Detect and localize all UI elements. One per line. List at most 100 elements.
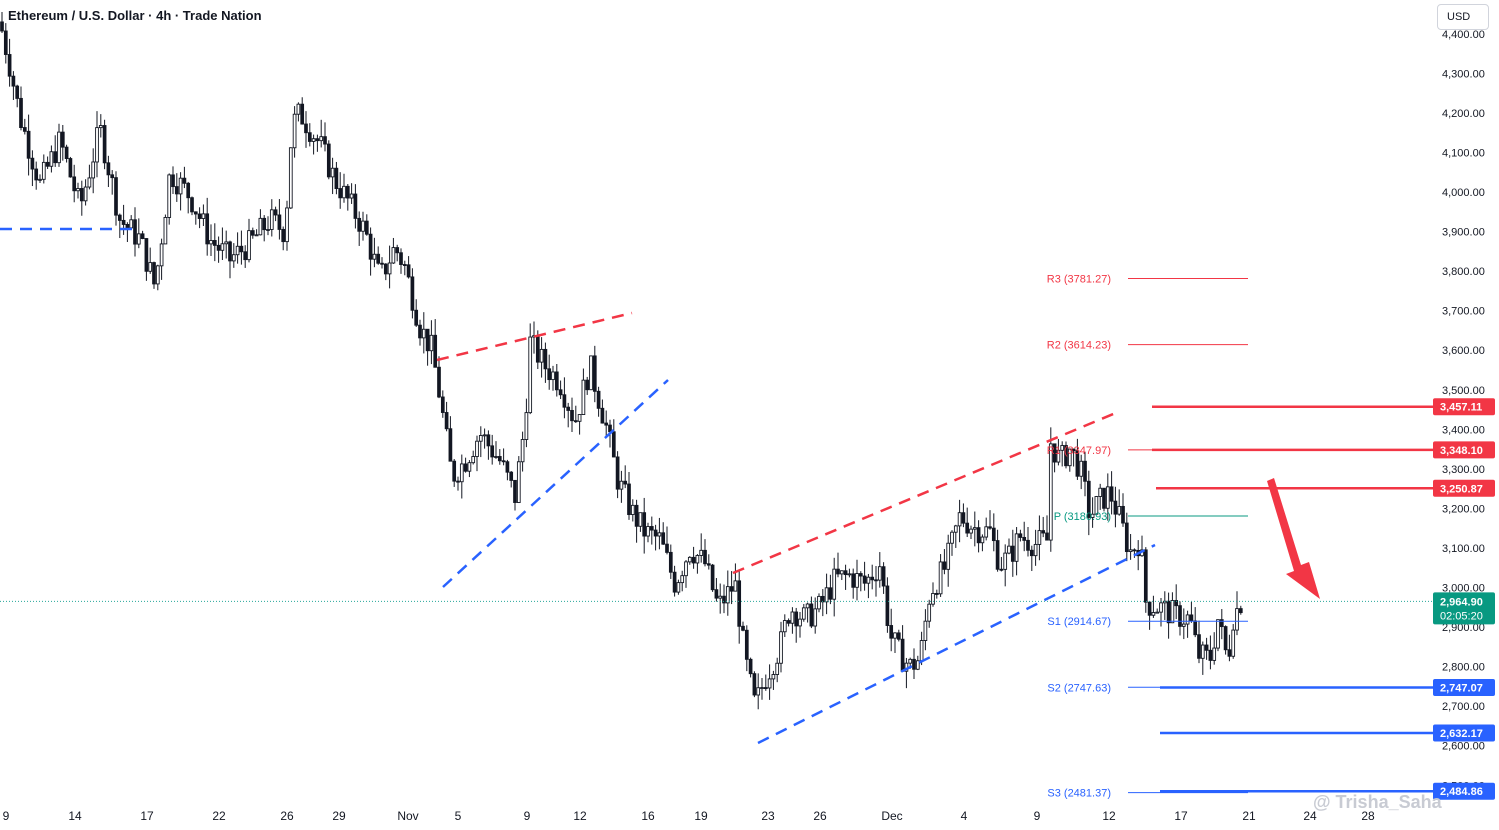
candle-body: [463, 463, 468, 472]
candle-body: [231, 254, 236, 262]
candle-body: [786, 620, 791, 624]
candle-body: [638, 512, 643, 527]
candle-body: [623, 480, 628, 485]
candle: [235, 232, 240, 264]
candle: [418, 319, 422, 346]
candle-body: [311, 138, 316, 142]
candle: [1231, 624, 1236, 659]
candle-body: [665, 543, 669, 553]
candle-body: [243, 251, 248, 261]
candle-body: [304, 123, 308, 134]
candle: [798, 611, 802, 638]
candle: [695, 554, 700, 574]
pivot-label-s2: S2 (2747.63): [1047, 682, 1111, 694]
candle: [862, 561, 867, 591]
candle: [247, 218, 251, 263]
candle: [64, 144, 69, 163]
candle-body: [1193, 620, 1198, 636]
candle: [311, 134, 316, 155]
candle: [995, 529, 1000, 572]
candle-body: [129, 219, 134, 229]
candle-body: [672, 571, 677, 593]
candle-body: [1045, 532, 1049, 541]
candle-body: [349, 193, 354, 199]
candle-body: [1048, 443, 1053, 541]
candle-body: [1037, 530, 1042, 545]
candle: [718, 583, 723, 614]
candle-body: [1067, 448, 1072, 467]
candle: [1200, 641, 1205, 675]
candle: [931, 582, 935, 607]
candle: [361, 211, 365, 241]
candle-body: [372, 253, 377, 260]
candle-body: [1083, 460, 1087, 482]
candle: [399, 248, 403, 274]
candle: [976, 520, 981, 553]
candle: [471, 450, 476, 465]
time-axis[interactable]: 9 14 17 22 26 29 Nov 5 9 12 16 19 23 26 Dec 4 9 12 17 21 24 2…: [3, 809, 1375, 823]
candle-body: [288, 147, 293, 209]
candle-body: [839, 570, 844, 575]
x-tick-label: 17: [1174, 809, 1188, 823]
candle-body: [1121, 505, 1125, 524]
candle: [547, 354, 552, 390]
candle-body: [414, 309, 419, 326]
candle-body: [163, 217, 168, 245]
candle: [1052, 443, 1057, 473]
candle: [1109, 471, 1114, 515]
candle: [1151, 595, 1156, 618]
candle: [630, 499, 635, 522]
candle-body: [870, 576, 875, 581]
candle-body: [193, 211, 198, 215]
candle-body: [1003, 552, 1008, 570]
candle: [159, 238, 164, 280]
candle: [604, 410, 609, 438]
candle-body: [1079, 460, 1084, 477]
candle: [334, 161, 339, 195]
candle-body: [1086, 480, 1091, 518]
candle-body: [600, 407, 605, 424]
x-tick-label: 19: [694, 809, 708, 823]
candle: [444, 401, 449, 432]
candle: [946, 534, 951, 587]
candle-body: [961, 512, 966, 524]
candle-body: [900, 638, 905, 672]
candle-body: [1235, 608, 1239, 631]
candle: [771, 670, 776, 690]
candle-body: [528, 336, 533, 414]
candle: [1098, 483, 1103, 510]
candle-body: [383, 263, 388, 275]
candle-body: [718, 595, 723, 599]
candle: [703, 539, 707, 567]
candle: [1166, 592, 1171, 639]
candle: [410, 268, 415, 319]
candle-body: [634, 504, 639, 527]
candle: [216, 236, 221, 263]
candle: [1117, 489, 1122, 516]
candle: [824, 573, 829, 615]
candle-body: [1212, 647, 1217, 661]
price-axis[interactable]: 4,400.00 4,300.00 4,200.00 4,100.00 4,000.00…: [1433, 29, 1495, 800]
candle-body: [858, 573, 863, 577]
currency-button[interactable]: USD: [1437, 4, 1489, 30]
candle-body: [0, 21, 4, 32]
candle-body: [178, 177, 183, 195]
candle-body: [38, 178, 42, 181]
candle-body: [999, 568, 1004, 571]
candle-body: [402, 264, 407, 266]
y-tick-label: 3,800.00: [1442, 266, 1485, 278]
candle: [790, 607, 795, 634]
candle: [927, 599, 932, 628]
candle: [1105, 473, 1110, 521]
candle-body: [1014, 533, 1019, 562]
candle: [178, 172, 183, 211]
candle: [786, 618, 791, 627]
candle-body: [851, 573, 856, 588]
candle-body: [516, 461, 521, 503]
candle-body: [790, 611, 795, 624]
candle: [817, 593, 821, 613]
candle-body: [444, 412, 449, 430]
candle: [904, 657, 909, 689]
candle-body: [927, 603, 932, 622]
